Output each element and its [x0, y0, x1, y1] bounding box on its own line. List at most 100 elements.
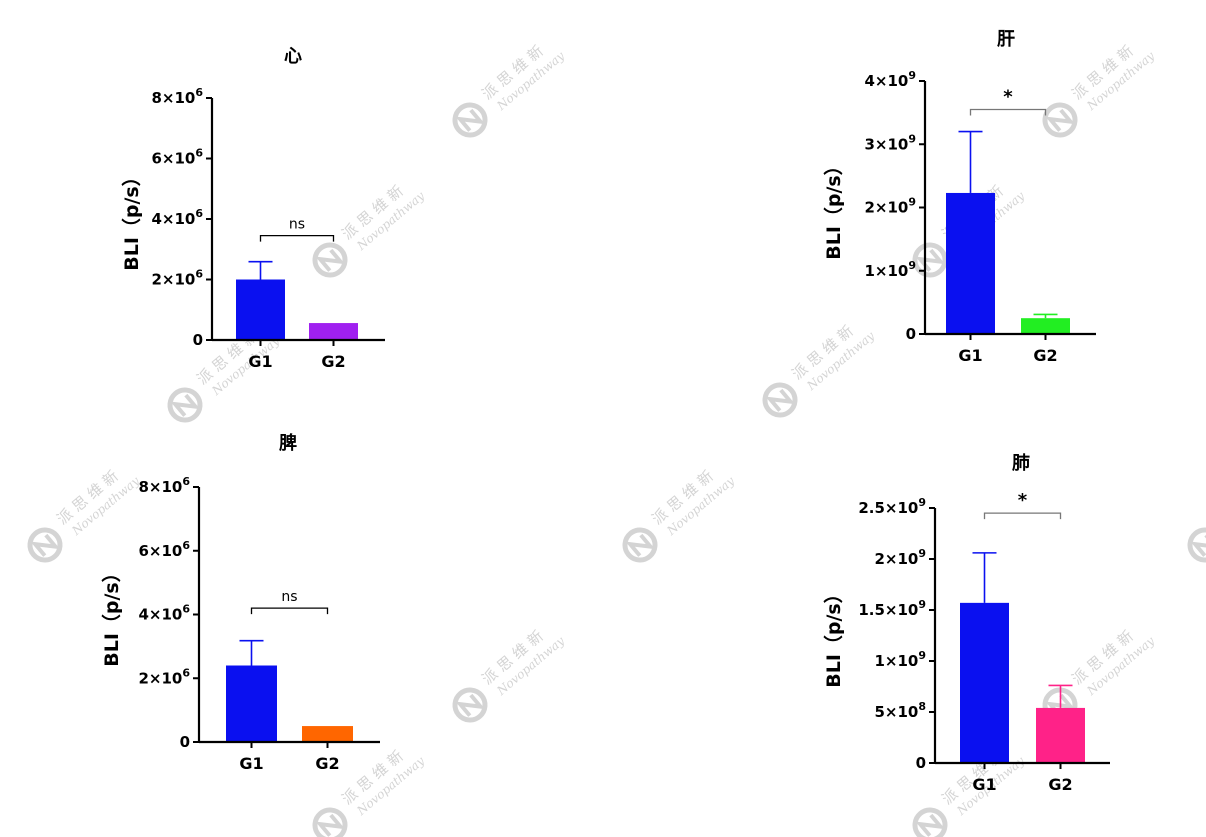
novopathway-logo-icon [167, 387, 203, 423]
logo-ring [1187, 527, 1206, 563]
novopathway-logo-icon [452, 687, 488, 723]
bar-G1 [226, 665, 277, 742]
bar-G2 [1021, 318, 1070, 334]
y-tick-label: 2×109 [874, 547, 926, 568]
y-tick-label: 3×109 [864, 132, 916, 153]
y-tick-label: 0 [916, 754, 926, 772]
chart-lung: 肺 BLI（p/s） G1 G2 0 5×108 1×109 1.5×109 2×109 2.5×… [822, 453, 1110, 794]
significance-bracket [250, 607, 329, 615]
logo-mark [625, 533, 656, 557]
y-tick-label: 5×108 [874, 700, 926, 721]
y-tick-label: 2×106 [138, 666, 190, 687]
chart-title: 肝 [997, 29, 1015, 50]
chart-title: 肺 [1012, 453, 1030, 474]
y-tick-label: 4×106 [138, 603, 190, 624]
y-tick-label: 0 [180, 733, 190, 751]
logo-ring [452, 102, 488, 138]
chart-title: 脾 [279, 432, 297, 454]
logo-ring [27, 527, 63, 563]
y-axis-label: BLI（p/s） [822, 584, 845, 688]
y-axis-label: BLI（p/s） [100, 563, 123, 667]
y-tick-label: 6×106 [138, 539, 190, 560]
y-tick-label: 0 [193, 331, 203, 349]
logo-mark [315, 248, 346, 272]
novopathway-logo-icon [622, 527, 658, 563]
significance-bracket [983, 512, 1062, 520]
significance-bracket [259, 234, 335, 242]
significance-label: * [1003, 86, 1013, 107]
y-tick-label: 2×106 [151, 268, 203, 289]
x-tick-label: G1 [239, 754, 263, 773]
logo-mark [30, 533, 61, 557]
logo-mark [915, 813, 946, 837]
logo-ring [912, 242, 948, 278]
chart-liver: 肝 BLI（p/s） G1 G2 0 1×109 2×109 3×109 4×109 * [822, 29, 1096, 365]
logo-mark [765, 388, 796, 412]
novopathway-logo-icon [452, 102, 488, 138]
x-tick-label: G2 [1033, 346, 1057, 365]
x-tick-label: G2 [321, 352, 345, 371]
y-tick-label: 2.5×109 [858, 496, 926, 517]
x-tick-label: G2 [315, 754, 339, 773]
y-axis-label: BLI（p/s） [120, 167, 143, 271]
logo-ring [452, 687, 488, 723]
y-tick-label: 1×109 [864, 259, 916, 280]
logo-ring [167, 387, 203, 423]
significance-label: ns [281, 589, 297, 605]
logo-ring [312, 242, 348, 278]
chart-heart: 心 BLI（p/s） G1 G2 0 2×106 4×106 6×106 8×106 ns [120, 46, 385, 371]
charts-layer: 心 BLI（p/s） G1 G2 0 2×106 4×106 6×106 8×106 ns 肝 BLI… [100, 29, 1110, 794]
significance-label: * [1018, 490, 1028, 511]
novopathway-logo-icon [912, 807, 948, 837]
y-tick-label: 8×106 [138, 475, 190, 496]
bar-G1 [960, 602, 1009, 763]
novopathway-logo-icon [312, 807, 348, 837]
y-tick-label: 1×109 [874, 649, 926, 670]
logo-mark [915, 248, 946, 272]
x-tick-label: G1 [248, 352, 272, 371]
chart-title: 心 [284, 46, 302, 67]
y-tick-label: 8×106 [151, 86, 203, 107]
logo-ring [762, 382, 798, 418]
logo-mark [1190, 533, 1206, 557]
logo-mark [1045, 108, 1076, 132]
bar-G1 [946, 192, 995, 334]
x-tick-label: G2 [1048, 775, 1072, 794]
y-tick-label: 4×109 [864, 69, 916, 90]
bar-G2 [302, 726, 353, 742]
chart-spleen: 脾 BLI（p/s） G1 G2 0 2×106 4×106 6×106 8×106 ns [100, 432, 380, 773]
logo-mark [455, 108, 486, 132]
novopathway-logo-icon [1042, 102, 1078, 138]
novopathway-logo-icon [312, 242, 348, 278]
y-tick-label: 1.5×109 [858, 598, 926, 619]
y-tick-label: 2×109 [864, 196, 916, 217]
y-tick-label: 4×106 [151, 207, 203, 228]
bar-G2 [309, 323, 358, 340]
logo-ring [312, 807, 348, 837]
logo-mark [315, 813, 346, 837]
novopathway-logo-icon [27, 527, 63, 563]
significance-label: ns [289, 217, 305, 233]
novopathway-logo-icon [1187, 527, 1206, 563]
bar-G1 [236, 279, 285, 340]
logo-ring [1042, 102, 1078, 138]
y-tick-label: 0 [906, 325, 916, 343]
x-tick-label: G1 [958, 346, 982, 365]
significance-bracket [969, 108, 1047, 116]
logo-mark [455, 693, 486, 717]
novopathway-logo-icon [762, 382, 798, 418]
y-tick-label: 6×106 [151, 147, 203, 168]
logo-mark [170, 393, 201, 417]
bar-G2 [1036, 707, 1085, 763]
logo-ring [622, 527, 658, 563]
logo-ring [912, 807, 948, 837]
y-axis-label: BLI（p/s） [822, 156, 845, 260]
